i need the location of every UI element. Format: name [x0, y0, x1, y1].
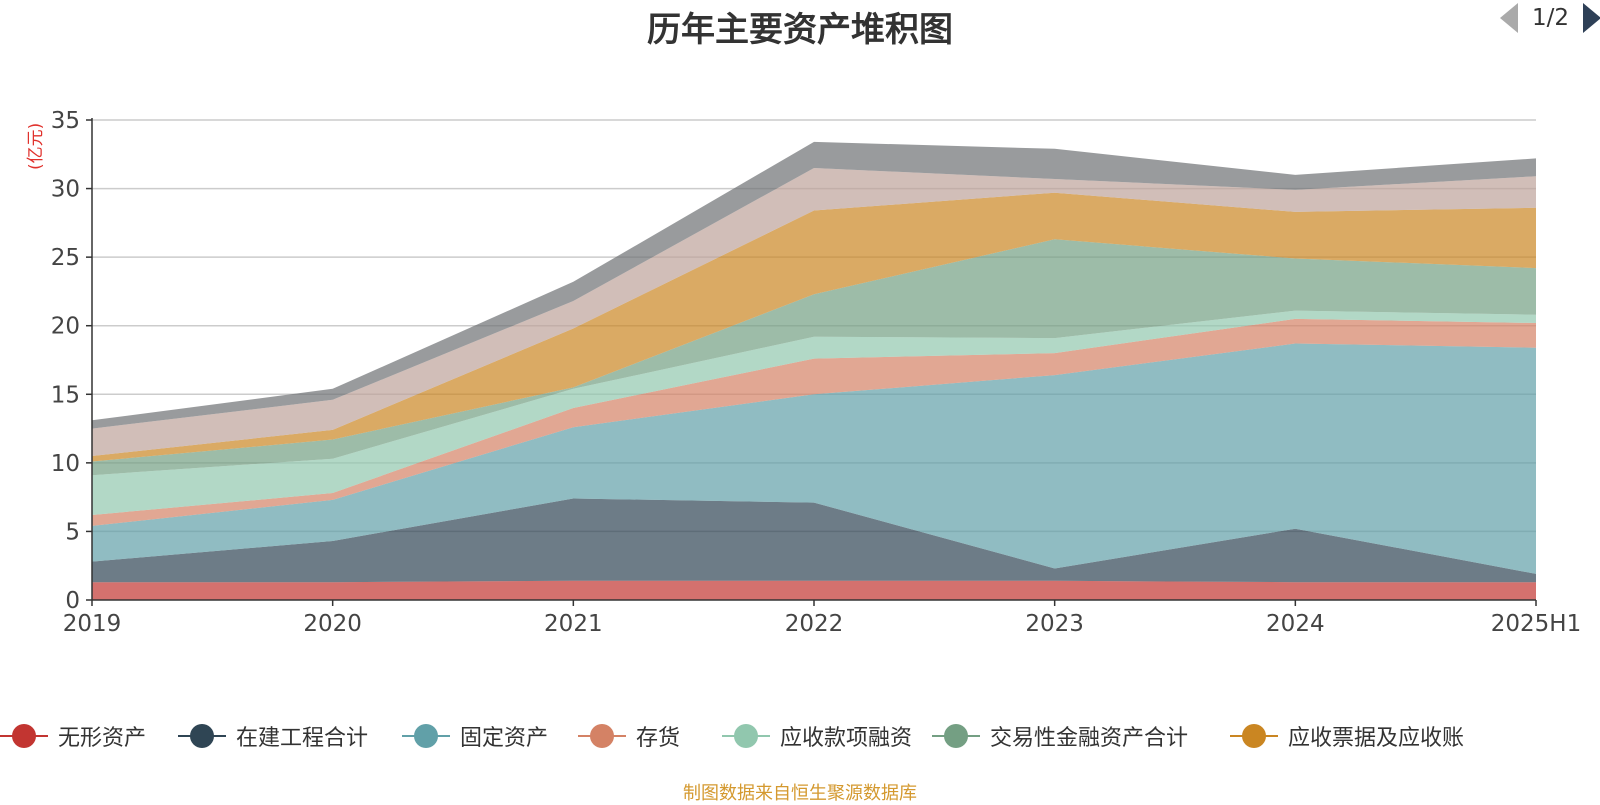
y-tick-label: 35 [51, 108, 80, 134]
legend-label: 在建工程合计 [236, 726, 369, 751]
area-series-4 [92, 310, 1536, 515]
area-series-7 [92, 168, 1536, 456]
stacked-areas [92, 141, 1536, 600]
legend-pager: 1/2 [1500, 0, 1600, 36]
legend-marker-icon [0, 718, 48, 754]
area-series-8 [92, 141, 1536, 429]
chart-title: 历年主要资产堆积图 [647, 10, 953, 50]
legend-marker-icon [932, 718, 980, 754]
area-series-1 [92, 498, 1536, 583]
x-tick-label: 2025H1 [1491, 611, 1581, 637]
x-tick-label: 2020 [303, 611, 362, 637]
x-tick-label: 2024 [1266, 611, 1325, 637]
legend-item-2[interactable]: 固定资产 [402, 718, 548, 754]
legend-prev-arrow-icon[interactable] [1500, 3, 1518, 33]
legend-item-5[interactable]: 交易性金融资产合计 [932, 718, 1188, 754]
legend-marker-icon [178, 718, 226, 754]
y-tick-label: 15 [51, 382, 80, 408]
x-tick-label: 2019 [63, 611, 122, 637]
y-tick-label: 20 [51, 314, 80, 340]
legend-marker-icon [402, 718, 450, 754]
legend-marker-icon [722, 718, 770, 754]
legend-label: 应收款项融资 [780, 726, 913, 751]
area-series-0 [92, 580, 1536, 600]
legend-label: 无形资产 [58, 726, 147, 751]
x-tick-label: 2021 [544, 611, 603, 637]
legend-label: 固定资产 [460, 726, 549, 751]
legend-item-1[interactable]: 在建工程合计 [178, 718, 368, 754]
legend-label: 应收票据及应收账 [1288, 726, 1465, 751]
legend-label: 存货 [636, 726, 681, 751]
legend-next-arrow-icon[interactable] [1583, 3, 1600, 33]
legend-page-indicator: 1/2 [1532, 5, 1570, 31]
y-tick-label: 25 [51, 245, 80, 271]
source-note: 制图数据来自恒生聚源数据库 [683, 783, 917, 804]
legend-item-6[interactable]: 应收票据及应收账 [1230, 718, 1464, 754]
area-series-3 [92, 318, 1536, 526]
y-tick-label: 0 [65, 588, 80, 614]
legend-label: 交易性金融资产合计 [990, 726, 1189, 751]
legend-marker-icon [1230, 718, 1278, 754]
legend-item-4[interactable]: 应收款项融资 [722, 718, 912, 754]
y-tick-label: 10 [51, 451, 80, 477]
x-tick-label: 2022 [785, 611, 844, 637]
legend: 无形资产 在建工程合计 固定资产 存货 应收款项融资 交易性金融资产合计 应收票据及应收账 [0, 718, 1600, 758]
y-tick-label: 5 [65, 519, 80, 545]
area-series-6 [92, 192, 1536, 462]
area-series-5 [92, 239, 1536, 476]
x-tick-label: 2023 [1025, 611, 1084, 637]
area-series-2 [92, 343, 1536, 574]
axes: 0 5 10 15 20 25 30 35 2019 2020 2021 2022 2023 2024 20… [51, 108, 1582, 637]
y-tick-label: 30 [51, 177, 80, 203]
legend-marker-icon [578, 718, 626, 754]
legend-item-0[interactable]: 无形资产 [0, 718, 146, 754]
legend-item-3[interactable]: 存货 [578, 718, 680, 754]
